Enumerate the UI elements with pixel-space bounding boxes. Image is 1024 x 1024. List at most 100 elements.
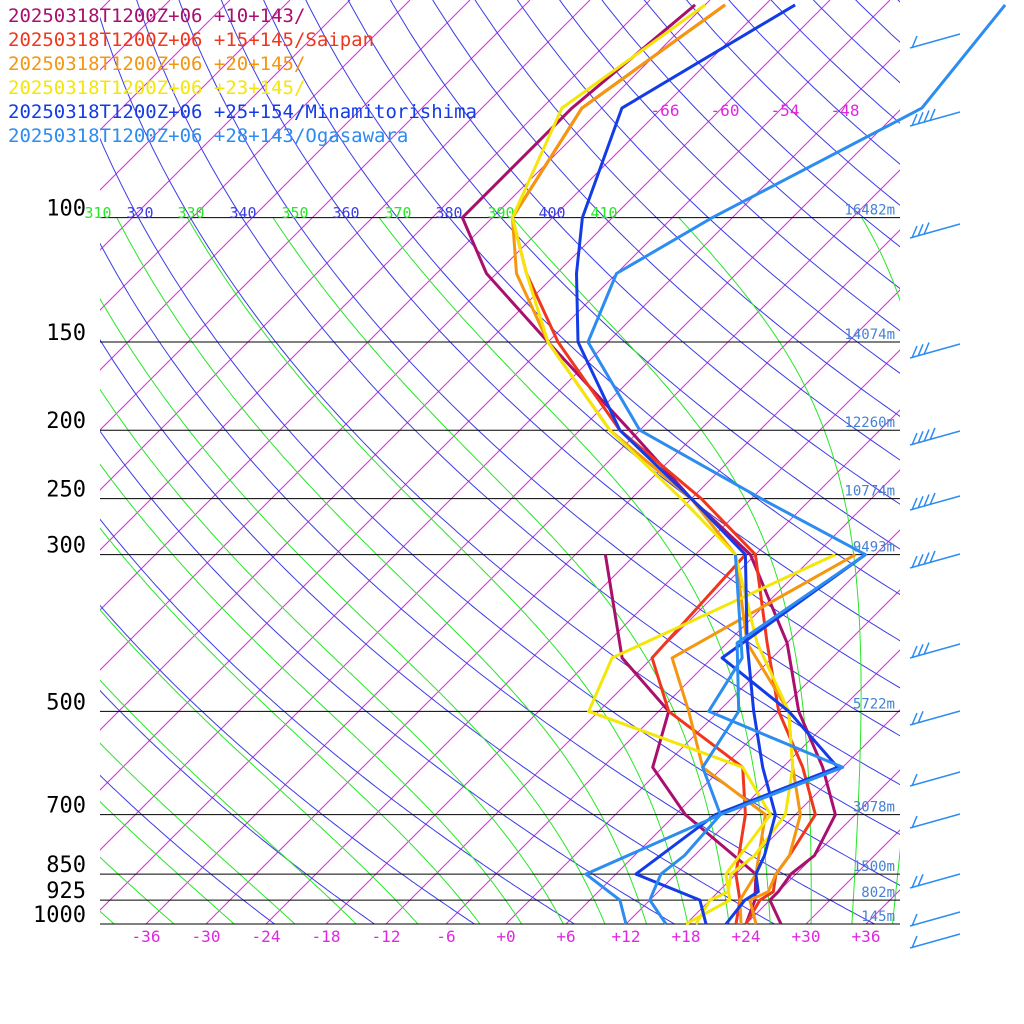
isotherm-lines (100, 0, 1024, 924)
isotherm-line (505, 529, 900, 924)
height-label: 14074m (844, 327, 895, 343)
dry-adiabat-line (136, 0, 900, 786)
wind-barb-feather (911, 113, 918, 127)
wind-barb-feather (929, 427, 936, 441)
isotherm-line (100, 0, 471, 371)
wind-barb-feather (917, 112, 924, 125)
wind-barb-feather (917, 711, 924, 724)
isotherm-line (865, 889, 900, 924)
wind-barb-feather (911, 913, 918, 927)
pressure-tick-label: 850 (46, 853, 86, 878)
temperature-tick-label: +18 (672, 927, 701, 946)
dry-adiabat-line (516, 0, 900, 374)
wind-barb-feather (911, 555, 918, 569)
pressure-tick-label: 925 (46, 879, 86, 904)
isotherm-line (100, 0, 771, 671)
temperature-profile-line (460, 3, 837, 925)
upper-temperature-label: -66 (651, 101, 680, 120)
wind-barb-feather (923, 429, 930, 442)
isotherm-line (100, 0, 531, 431)
wind-barb-feather (911, 773, 918, 787)
dry-adiabat-line (305, 0, 900, 596)
isotherm-line (100, 0, 291, 191)
wind-barb-feather (911, 815, 918, 829)
theta-label: 370 (384, 204, 411, 222)
pressure-tick-label: 1000 (33, 903, 86, 928)
theta-label: 330 (177, 204, 204, 222)
moist-adiabat-lines (100, 217, 900, 924)
isotherm-line (385, 409, 900, 924)
legend-entry: 20250318T1200Z+06 +28+143/Ogasawara (8, 125, 409, 147)
dewpoint-profile-line (670, 553, 857, 925)
dry-adiabat-line (100, 16, 900, 836)
height-label: 3078m (853, 800, 895, 816)
axis-labels: 100 16482m 150 14074m 200 12260m 250 10774m 300 9… (33, 101, 895, 946)
moist-adiabat-line (186, 217, 689, 924)
wind-barb-feather (917, 344, 924, 357)
isotherm-line (100, 0, 351, 251)
height-label: 802m (861, 885, 895, 901)
dry-adiabat-line (100, 137, 900, 886)
wind-barb-feather (917, 644, 924, 657)
temperature-profile-line (586, 3, 1007, 925)
sounding-series (460, 3, 1007, 926)
isotherm-line (325, 349, 900, 924)
dry-adiabat-line (347, 0, 900, 550)
temperature-tick-label: -36 (132, 927, 161, 946)
temperature-tick-label: +24 (732, 927, 761, 946)
wind-barb-feather (911, 875, 918, 889)
moist-adiabat-line (378, 217, 771, 924)
temperature-tick-label: -30 (192, 927, 221, 946)
wind-barb (909, 33, 961, 49)
height-label: 16482m (844, 203, 895, 219)
temperature-tick-label: +0 (496, 927, 515, 946)
temperature-profile-line (575, 3, 796, 925)
moist-adiabat-line (100, 297, 606, 924)
dry-adiabat-line (100, 430, 676, 924)
wind-barb-feather (911, 645, 918, 659)
pressure-tick-label: 100 (46, 197, 86, 222)
dry-adiabat-line (220, 0, 900, 689)
wind-barb-feather (929, 108, 936, 122)
dewpoint-profile-line (603, 554, 758, 925)
wind-barb-feather (917, 496, 924, 509)
pressure-tick-label: 150 (46, 321, 86, 346)
theta-label: 380 (435, 204, 462, 222)
legend-entry: 20250318T1200Z+06 +25+154/Minamitorishim… (8, 101, 477, 123)
temperature-tick-label: +12 (612, 927, 641, 946)
isotherm-line (265, 289, 900, 924)
moist-adiabat-line (100, 856, 175, 924)
temperature-tick-label: -12 (372, 927, 401, 946)
moist-adiabat-line (861, 217, 900, 924)
wind-barb-feather (911, 497, 918, 511)
theta-label: 310 (84, 204, 111, 222)
moist-adiabat-line (100, 679, 357, 924)
temperature-tick-label: -6 (436, 927, 455, 946)
isotherm-line (100, 49, 900, 851)
wind-barb-feather (917, 874, 924, 887)
pressure-tick-label: 200 (46, 409, 86, 434)
moist-adiabat-line (100, 609, 419, 924)
moist-adiabat-line (100, 388, 564, 924)
theta-label: 350 (281, 204, 308, 222)
temperature-tick-label: +6 (556, 927, 575, 946)
isotherm-line (205, 229, 900, 924)
isotherm-line (100, 0, 831, 731)
isotherm-line (100, 0, 891, 791)
dewpoint-profile-line (650, 553, 747, 925)
dry-adiabat-lines (100, 0, 900, 924)
isotherm-line (986, 0, 1024, 924)
moist-adiabat-line (512, 217, 812, 924)
wind-barb (909, 911, 961, 927)
wind-barb-feather (923, 342, 930, 355)
height-label: 12260m (844, 415, 895, 431)
moist-adiabat-line (678, 217, 862, 924)
wind-barb-feather (923, 110, 930, 123)
temperature-tick-label: +30 (792, 927, 821, 946)
theta-label: 390 (487, 204, 514, 222)
wind-barb-feather (923, 642, 930, 655)
temperature-tick-label: +36 (852, 927, 881, 946)
wind-barb-feather (911, 432, 918, 446)
moist-adiabat-line (116, 217, 648, 924)
